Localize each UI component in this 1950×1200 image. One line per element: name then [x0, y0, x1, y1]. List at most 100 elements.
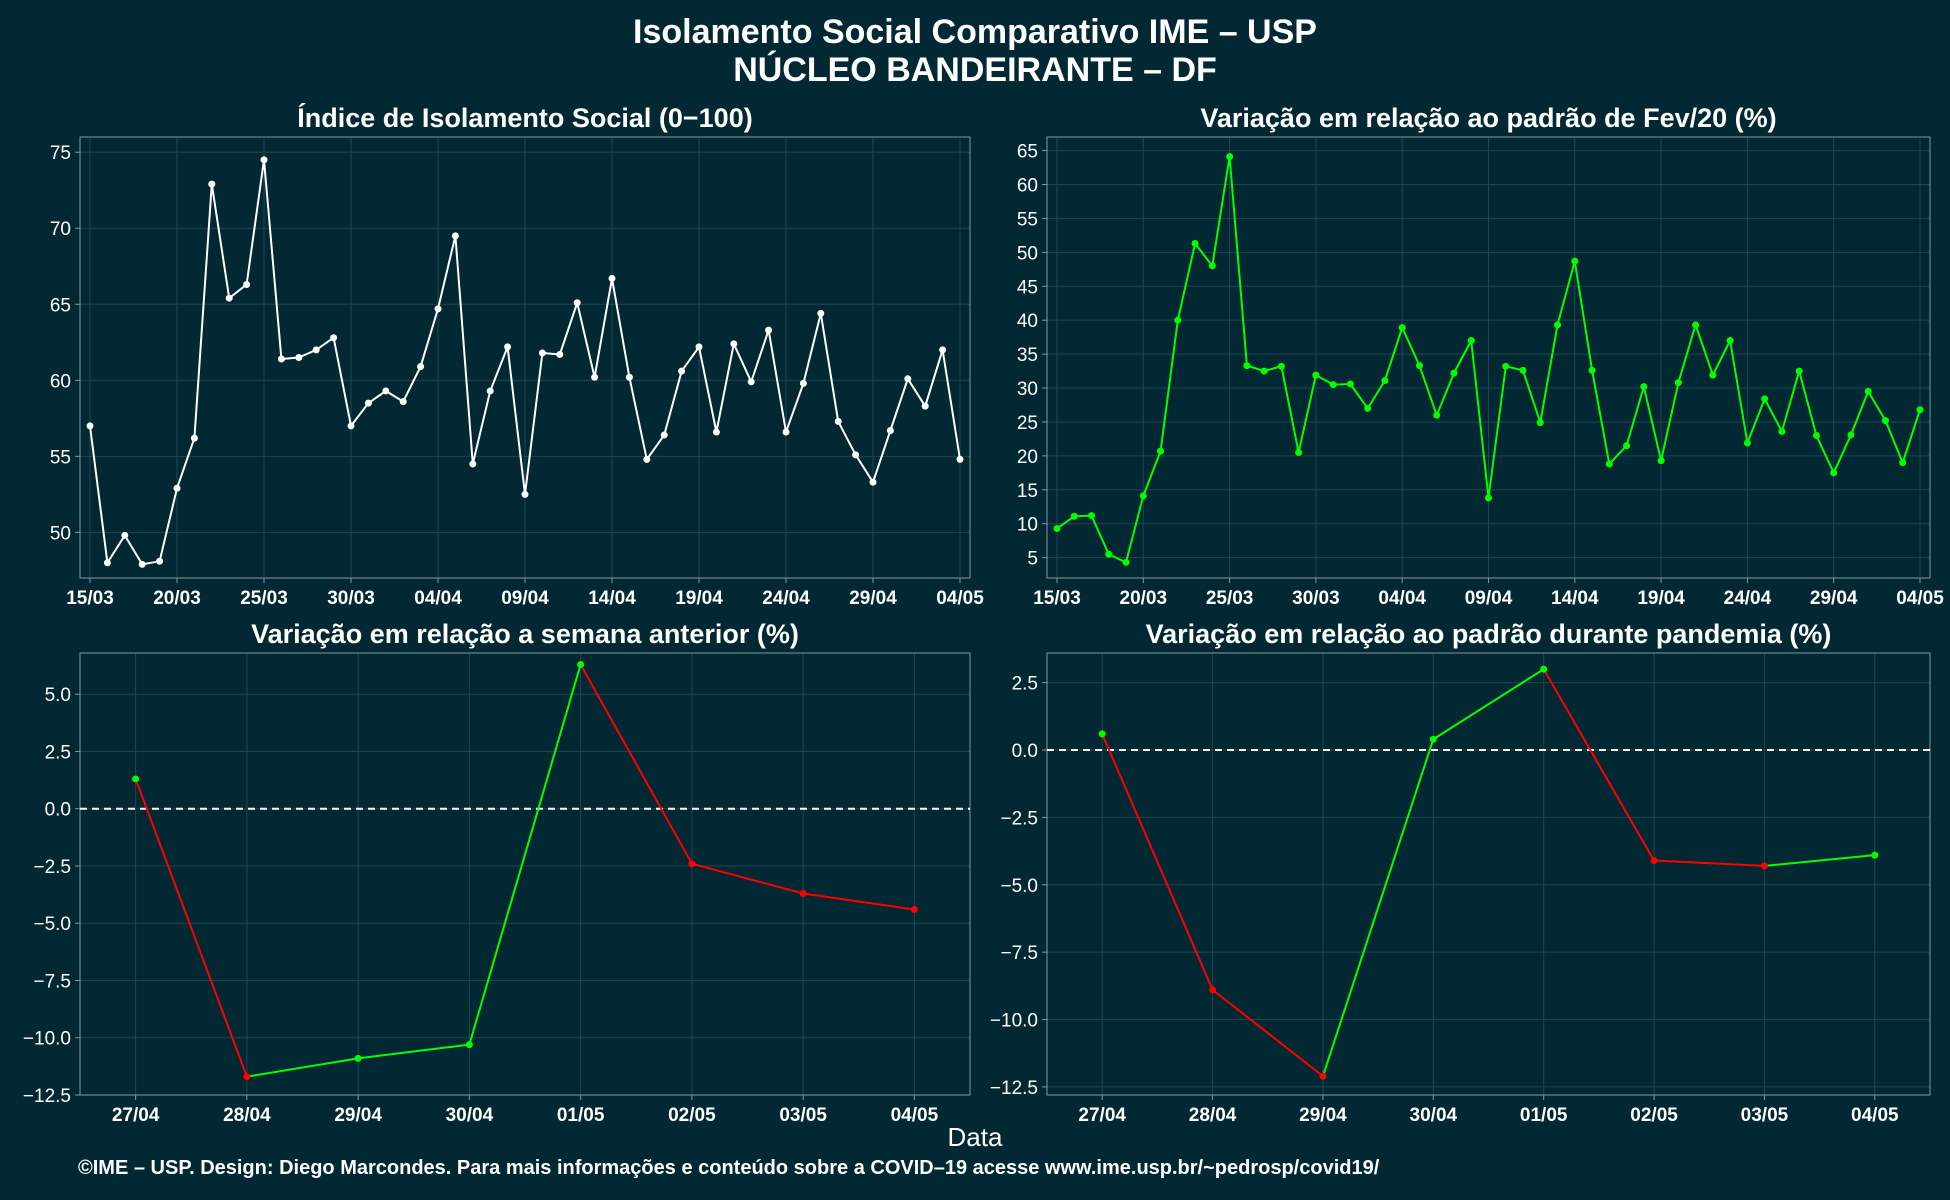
y-tick-label: 75 — [50, 143, 71, 164]
x-tick-label: 04/05 — [1896, 588, 1944, 609]
data-point — [190, 434, 198, 442]
data-point — [1381, 377, 1389, 385]
x-tick-label: 02/05 — [1630, 1105, 1678, 1126]
data-point — [730, 340, 738, 348]
x-tick-label: 04/04 — [414, 588, 462, 609]
series-segment — [1764, 854, 1875, 867]
data-point — [1623, 442, 1631, 450]
data-point — [208, 180, 216, 188]
y-tick-label: 5.0 — [45, 685, 71, 706]
data-point — [1540, 665, 1548, 673]
data-point — [1502, 362, 1510, 370]
y-tick-label: 55 — [50, 447, 71, 468]
data-point — [504, 343, 512, 351]
data-point — [451, 232, 459, 240]
data-point — [347, 422, 355, 430]
plot-frame — [1046, 652, 1931, 1096]
data-point — [1847, 431, 1855, 439]
x-tick-label: 30/04 — [446, 1105, 494, 1126]
data-point — [103, 559, 111, 567]
x-tick-label: 04/05 — [936, 588, 984, 609]
data-point — [799, 889, 807, 897]
y-tick-label: 2.5 — [1012, 674, 1038, 695]
data-point — [138, 560, 146, 568]
data-point — [260, 156, 268, 164]
data-point — [1640, 383, 1648, 391]
data-point — [1053, 524, 1061, 532]
series-segment — [1101, 733, 1214, 991]
y-tick-label: −10.0 — [23, 1029, 71, 1050]
x-tick-label: 29/04 — [1299, 1105, 1347, 1126]
series-segment — [579, 663, 693, 865]
data-point — [295, 354, 303, 361]
data-point — [1588, 366, 1596, 374]
data-point — [852, 451, 860, 459]
y-tick-label: −12.5 — [23, 1086, 71, 1107]
panel-title: Índice de Isolamento Social (0−100) — [297, 102, 752, 133]
x-tick-label: 09/04 — [1465, 588, 1513, 609]
data-point — [591, 373, 599, 381]
data-point — [465, 1041, 473, 1049]
data-point — [1174, 316, 1182, 324]
data-point — [382, 387, 390, 395]
x-tick-label: 19/04 — [1637, 588, 1685, 609]
x-tick-label: 04/04 — [1378, 588, 1426, 609]
x-tick-label: 04/05 — [1851, 1105, 1899, 1126]
x-tick-label: 20/03 — [153, 588, 201, 609]
data-point — [399, 398, 407, 406]
x-tick-label: 01/05 — [1520, 1105, 1568, 1126]
data-point — [243, 281, 251, 289]
data-point — [712, 428, 720, 436]
data-point — [1760, 862, 1768, 870]
series-segment — [691, 862, 804, 895]
x-tick-label: 29/04 — [334, 1105, 382, 1126]
data-point — [939, 346, 947, 354]
data-point — [121, 531, 129, 539]
data-point — [364, 399, 372, 407]
y-tick-label: −2.5 — [1000, 808, 1038, 829]
main-title: Isolamento Social Comparativo IME – USP — [633, 13, 1317, 51]
data-point — [173, 484, 181, 492]
data-point — [486, 387, 494, 395]
data-point — [434, 305, 442, 313]
data-point — [1726, 337, 1734, 345]
data-point — [1364, 404, 1372, 412]
data-point — [1329, 381, 1337, 389]
x-tick-label: 04/05 — [891, 1105, 939, 1126]
x-tick-label: 29/04 — [849, 588, 897, 609]
data-point — [330, 334, 338, 342]
series-segment — [1654, 859, 1765, 867]
x-tick-label: 09/04 — [501, 588, 549, 609]
x-tick-label: 03/05 — [779, 1105, 827, 1126]
data-point — [1864, 387, 1872, 395]
panel-title: Variação em relação ao padrão de Fev/20 … — [1200, 103, 1776, 133]
data-point — [1605, 460, 1613, 468]
x-tick-label: 03/05 — [1741, 1105, 1789, 1126]
data-point — [695, 343, 703, 351]
x-axis-label: Data — [947, 1122, 1003, 1152]
data-point — [1881, 417, 1889, 425]
data-point — [1709, 371, 1717, 379]
data-point — [1098, 730, 1106, 738]
x-tick-label: 24/04 — [1724, 588, 1772, 609]
data-point — [1243, 362, 1251, 370]
data-point — [1916, 406, 1924, 414]
data-point — [312, 346, 320, 354]
data-point — [277, 355, 285, 363]
data-point — [765, 326, 773, 334]
data-point — [817, 309, 825, 317]
data-point — [573, 299, 581, 307]
series-segment — [802, 892, 915, 911]
y-tick-label: 10 — [1017, 515, 1038, 536]
data-point — [1415, 362, 1423, 370]
data-point — [577, 660, 585, 668]
data-point — [1429, 735, 1437, 743]
x-tick-label: 14/04 — [588, 588, 636, 609]
panel-title: Variação em relação a semana anterior (%… — [251, 619, 799, 649]
series-segment — [246, 1057, 359, 1078]
main-subtitle: NÚCLEO BANDEIRANTE – DF — [733, 51, 1217, 89]
x-tick-label: 15/03 — [66, 588, 114, 609]
y-tick-label: 0.0 — [1012, 741, 1038, 762]
series-segment — [1432, 668, 1545, 741]
